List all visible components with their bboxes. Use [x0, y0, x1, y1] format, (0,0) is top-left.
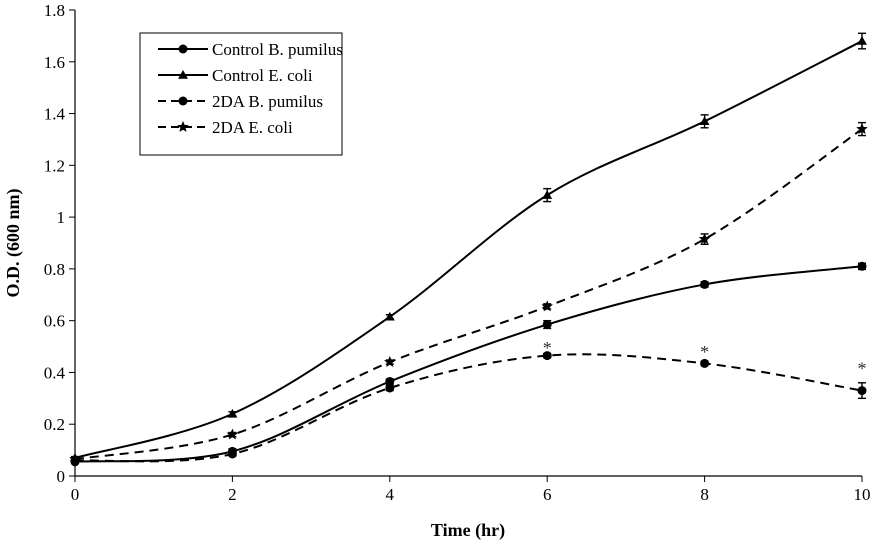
- y-ticks: 0 0.2 0.4 0.6 0.8 1 1.2 1.4 1.6 1.8: [44, 1, 75, 486]
- data-point-control-e-coli: [699, 116, 710, 126]
- series-control-b-pumilus: [70, 261, 867, 467]
- data-point-2da-b-pumilus: [227, 449, 237, 459]
- y-tick-label: 0: [57, 467, 66, 486]
- data-point-2da-b-pumilus: [385, 383, 395, 393]
- legend-marker: [178, 44, 188, 54]
- y-axis-title: O.D. (600 nm): [3, 189, 24, 298]
- data-point-2da-b-pumilus: [700, 358, 710, 368]
- legend-label: 2DA E. coli: [212, 118, 293, 137]
- data-point-2da-b-pumilus: [857, 386, 867, 396]
- legend: Control B. pumilus Control E. coli 2DA B. …: [139, 32, 343, 156]
- data-point-control-b-pumilus: [700, 279, 710, 289]
- data-point-control-e-coli: [857, 36, 867, 45]
- data-point-control-e-coli: [227, 408, 238, 418]
- series-line-2da-e-coli: [74, 128, 863, 461]
- series-line-2da-b-pumilus: [74, 353, 863, 463]
- legend-label: Control E. coli: [212, 66, 313, 85]
- series-line-control-b-pumilus: [74, 265, 863, 463]
- y-tick-label: 1.8: [44, 1, 65, 20]
- legend-label: 2DA B. pumilus: [212, 92, 323, 111]
- data-point-2da-e-coli: [698, 233, 711, 245]
- x-tick-label: 8: [700, 485, 709, 504]
- data-point-2da-e-coli: [226, 428, 239, 440]
- y-tick-label: 1: [57, 208, 66, 227]
- y-tick-label: 1.4: [44, 105, 66, 124]
- legend-items: Control B. pumilus Control E. coli 2DA B. …: [158, 40, 343, 137]
- x-axis-title: Time (hr): [431, 520, 505, 541]
- x-tick-label: 2: [228, 485, 237, 504]
- legend-item: Control B. pumilus: [158, 40, 343, 59]
- legend-marker: [178, 70, 188, 79]
- legend-box: [139, 32, 343, 156]
- legend-marker: [177, 120, 189, 132]
- data-point-2da-e-coli: [384, 356, 396, 367]
- series-2da-e-coli: [69, 121, 868, 465]
- legend-item: 2DA B. pumilus: [158, 92, 323, 111]
- y-tick-label: 0.8: [44, 260, 65, 279]
- x-tick-label: 4: [386, 485, 395, 504]
- data-point-control-e-coli: [542, 190, 553, 199]
- data-point-2da-e-coli: [856, 123, 868, 134]
- x-tick-label: 6: [543, 485, 552, 504]
- data-point-2da-b-pumilus: [542, 351, 552, 361]
- x-tick-label: 10: [854, 485, 871, 504]
- legend-marker: [178, 96, 188, 106]
- y-tick-label: 1.6: [44, 53, 65, 72]
- data-point-control-e-coli: [384, 311, 395, 321]
- series-layer: [69, 32, 868, 467]
- data-point-control-b-pumilus: [857, 261, 867, 271]
- legend-item: 2DA E. coli: [158, 118, 293, 137]
- data-point-2da-e-coli: [69, 453, 81, 465]
- axes: 0 0.2 0.4 0.6 0.8 1 1.2 1.4 1.6 1.8 0 2 4 6 8 10: [44, 1, 871, 504]
- legend-item: Control E. coli: [158, 66, 313, 85]
- significance-asterisk: *: [700, 342, 709, 362]
- data-point-2da-e-coli: [541, 300, 553, 312]
- data-point-control-b-pumilus: [542, 320, 552, 330]
- y-tick-label: 1.2: [44, 156, 65, 175]
- y-tick-label: 0.4: [44, 363, 66, 382]
- annotation-layer: * * *: [543, 338, 867, 379]
- y-tick-label: 0.6: [44, 312, 65, 331]
- significance-asterisk: *: [858, 359, 867, 379]
- significance-asterisk: *: [543, 338, 552, 358]
- series-2da-b-pumilus: [70, 351, 867, 465]
- x-ticks: 0 2 4 6 8 10: [71, 476, 871, 504]
- x-tick-label: 0: [71, 485, 80, 504]
- y-tick-label: 0.2: [44, 415, 65, 434]
- data-point-control-b-pumilus: [385, 377, 395, 387]
- series-line-control-e-coli: [74, 40, 863, 459]
- legend-label: Control B. pumilus: [212, 40, 343, 59]
